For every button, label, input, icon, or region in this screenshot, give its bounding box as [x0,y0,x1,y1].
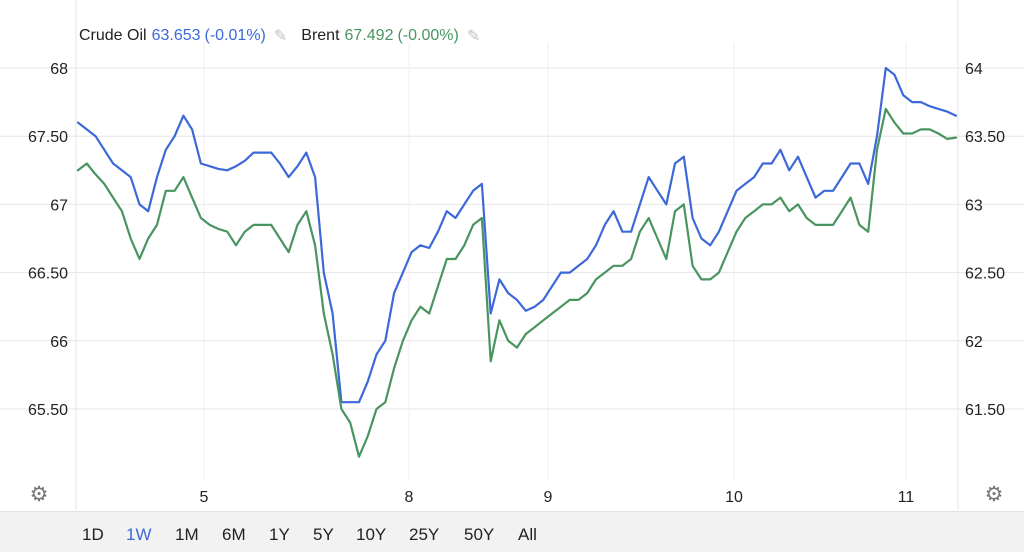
legend-item-brent[interactable]: Brent 67.492 (-0.00%) ✎ [301,26,480,46]
y-right-tick-label: 63 [965,197,983,214]
legend-series-name: Brent [301,27,340,44]
legend-series-change: (-0.00%) [397,27,459,44]
y-left-tick-label: 67 [50,197,68,214]
range-button-1w[interactable]: 1W [126,525,152,544]
y-left-tick-label: 67.50 [28,129,68,146]
y-left-tick-label: 65.50 [28,402,68,419]
legend-series-value: 67.492 [344,27,394,44]
pencil-icon[interactable]: ✎ [273,28,288,45]
series-line-brent[interactable] [76,107,958,458]
range-button-all[interactable]: All [518,525,537,544]
y-left-tick-label: 66 [50,334,68,351]
range-button-1d[interactable]: 1D [82,525,104,544]
chart-canvas[interactable]: 65.50 66 66.50 67 67.50 68 61.50 62 62.50 63 63.5… [0,0,1024,511]
x-tick-label: 10 [725,489,743,506]
chart-legend: Crude Oil 63.653 (-0.01%) ✎ Brent 67.492… [79,26,494,46]
range-button-5y[interactable]: 5Y [313,525,334,544]
x-tick-label: 11 [898,489,915,506]
pencil-icon[interactable]: ✎ [466,28,481,45]
range-button-10y[interactable]: 10Y [356,525,387,544]
x-tick-label: 8 [405,489,414,506]
legend-series-name: Crude Oil [79,27,147,44]
y-right-tick-label: 61.50 [965,402,1005,419]
gear-icon[interactable]: ⚙ [29,483,49,506]
range-button-1m[interactable]: 1M [175,525,199,544]
range-button-25y[interactable]: 25Y [409,525,440,544]
range-selector: 1D 1W 1M 6M 1Y 5Y 10Y 25Y 50Y All [0,511,1024,552]
legend-item-crude-oil[interactable]: Crude Oil 63.653 (-0.01%) ✎ [79,26,287,46]
x-tick-label: 9 [544,489,553,506]
range-button-6m[interactable]: 6M [222,525,246,544]
range-button-1y[interactable]: 1Y [269,525,290,544]
gear-icon[interactable]: ⚙ [984,483,1004,506]
series-line-crude-oil[interactable] [76,66,958,404]
legend-series-value: 63.653 [151,27,201,44]
y-right-tick-label: 63.50 [965,129,1005,146]
legend-series-change: (-0.01%) [204,27,266,44]
y-left-tick-label: 66.50 [28,266,68,283]
y-right-tick-label: 62 [965,334,983,351]
range-button-50y[interactable]: 50Y [464,525,495,544]
y-right-tick-label: 62.50 [965,266,1005,283]
y-left-tick-label: 68 [50,61,68,78]
y-right-tick-label: 64 [965,61,983,78]
x-tick-label: 5 [200,489,209,506]
